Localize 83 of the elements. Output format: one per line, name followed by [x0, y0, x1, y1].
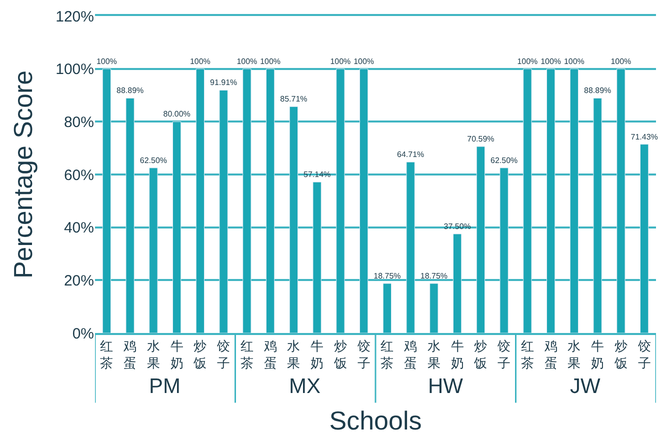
data-label: 100%	[330, 56, 351, 66]
bar	[476, 146, 486, 333]
x-tick-label: 炒饭	[473, 338, 488, 370]
x-tick-label: 鸡蛋	[262, 338, 277, 370]
x-axis-title: Schools	[329, 405, 422, 436]
bar	[406, 162, 415, 333]
bar	[289, 106, 298, 333]
text: MX	[289, 375, 320, 398]
data-label: 91.91%	[210, 78, 238, 88]
data-label: 70.59%	[467, 134, 494, 144]
text: PM	[149, 375, 180, 398]
bar	[616, 68, 626, 333]
data-label: 18.75%	[374, 271, 401, 280]
x-tick-label: 红茶	[100, 338, 114, 370]
x-tick-label: 水果	[146, 338, 160, 370]
data-label: 100%	[96, 56, 117, 66]
y-tick-label: 20%	[64, 272, 94, 290]
bar	[430, 283, 438, 333]
y-tick-label: 80%	[64, 114, 94, 131]
x-tick-label: 鸡蛋	[403, 338, 418, 370]
x-tick-label: 炒饭	[613, 338, 628, 370]
x-tick-label: 炒饭	[192, 338, 207, 370]
bar	[382, 283, 392, 333]
x-tick-label: 饺子	[216, 338, 230, 370]
bar	[593, 98, 602, 333]
x-tick-label: 鸡蛋	[543, 338, 558, 370]
bar	[266, 68, 275, 333]
x-tick-label: 牛奶	[170, 338, 184, 370]
bar	[172, 121, 182, 333]
data-label: 100%	[236, 56, 258, 66]
data-label: 71.43%	[630, 132, 658, 142]
bar	[640, 144, 649, 333]
bar	[500, 168, 508, 333]
bar	[219, 90, 228, 333]
data-label: 100%	[354, 56, 374, 66]
x-tick-label: 饺子	[496, 338, 511, 370]
data-label: 100%	[190, 56, 210, 66]
bar	[452, 234, 462, 333]
y-tick-label: 0%	[72, 325, 94, 342]
data-label: 100%	[564, 56, 584, 66]
bar	[523, 68, 532, 333]
data-label: 85.71%	[280, 94, 308, 104]
x-tick-label: 鸡蛋	[122, 338, 137, 370]
bar	[102, 68, 112, 333]
text: JW	[570, 375, 600, 398]
data-label: 100%	[517, 56, 538, 66]
bar	[196, 68, 205, 333]
bar	[546, 68, 556, 333]
bar	[126, 98, 134, 333]
bar	[570, 68, 579, 333]
data-label: 100%	[540, 56, 562, 66]
y-tick-label: 40%	[64, 220, 94, 237]
bar	[312, 182, 322, 333]
data-label: 62.50%	[140, 156, 168, 165]
data-label: 64.71%	[396, 150, 424, 160]
data-label: 100%	[610, 56, 632, 66]
data-label: 88.89%	[584, 86, 612, 96]
bar	[336, 68, 345, 333]
x-tick-label: 红茶	[240, 338, 254, 370]
x-tick-label: 饺子	[356, 338, 370, 370]
data-label: 18.75%	[420, 271, 448, 280]
x-tick-label: 牛奶	[310, 338, 324, 370]
x-tick-label: 饺子	[636, 338, 651, 370]
bar	[242, 68, 252, 333]
y-tick-label: 60%	[64, 166, 94, 184]
x-tick-label: 炒饭	[332, 338, 347, 370]
x-tick-label: 水果	[568, 338, 581, 370]
bar	[149, 168, 158, 333]
x-tick-label: 水果	[287, 338, 300, 370]
x-tick-label: 牛奶	[591, 338, 604, 370]
y-tick-label: 100%	[56, 61, 94, 78]
data-label: 88.89%	[116, 86, 144, 96]
x-tick-label: 红茶	[380, 338, 394, 370]
x-tick-label: 水果	[427, 338, 440, 370]
data-label: 100%	[260, 56, 281, 66]
data-label: 80.00%	[163, 110, 190, 119]
data-label: 62.50%	[490, 156, 518, 165]
y-axis-title: Percentage Score	[8, 70, 38, 279]
text: HW	[428, 375, 464, 398]
y-tick-label: 120%	[56, 8, 94, 26]
x-tick-label: 红茶	[520, 338, 534, 370]
bar	[359, 68, 368, 333]
x-tick-label: 牛奶	[450, 338, 464, 370]
